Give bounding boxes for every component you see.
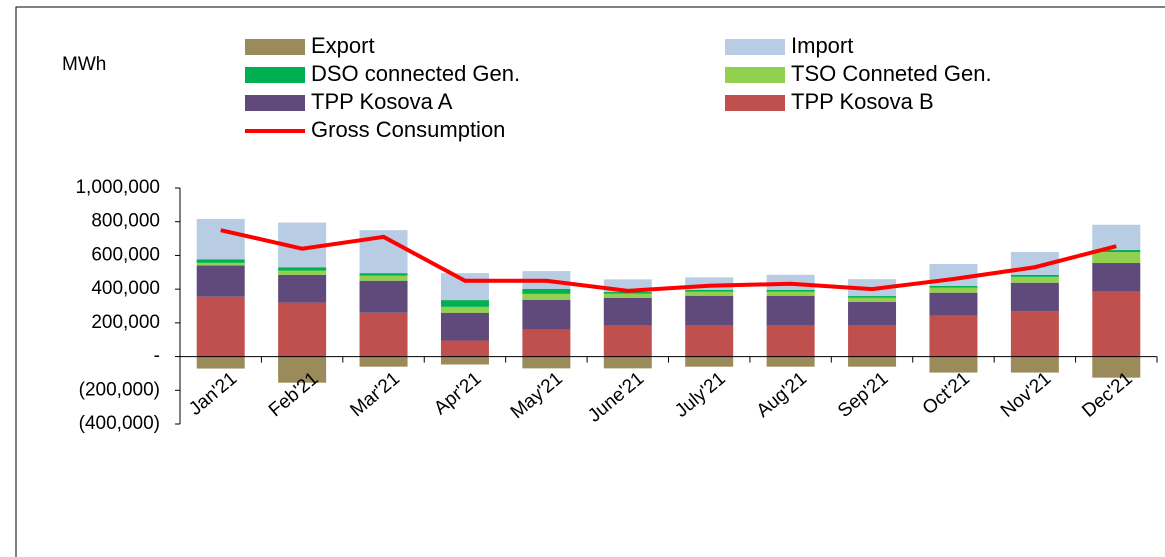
bar bbox=[603, 356, 652, 369]
legend-label: Gross Consumption bbox=[311, 117, 505, 142]
bar bbox=[522, 288, 571, 294]
bar bbox=[196, 296, 245, 357]
bar bbox=[929, 292, 978, 316]
bar bbox=[359, 356, 408, 367]
bar bbox=[603, 292, 652, 294]
bar bbox=[440, 300, 489, 307]
bar bbox=[196, 265, 245, 297]
bar bbox=[848, 356, 897, 367]
bar bbox=[603, 325, 652, 357]
legend-label: DSO connected Gen. bbox=[311, 61, 520, 86]
x-tick-label: May'21 bbox=[507, 368, 567, 423]
chart-border bbox=[15, 6, 1165, 557]
bar bbox=[278, 302, 327, 357]
bar bbox=[766, 356, 815, 367]
legend-label: TPP Kosova B bbox=[791, 89, 934, 114]
bar bbox=[685, 295, 734, 326]
bar bbox=[848, 301, 897, 326]
bar bbox=[1010, 311, 1059, 357]
bar bbox=[1092, 250, 1141, 253]
bar bbox=[766, 291, 815, 296]
bar bbox=[685, 325, 734, 357]
x-tick-label: Oct'21 bbox=[919, 368, 974, 419]
bar bbox=[440, 273, 489, 301]
bar bbox=[278, 274, 327, 303]
bar bbox=[848, 296, 897, 298]
bar bbox=[766, 295, 815, 326]
bar bbox=[1092, 291, 1141, 357]
x-tick-label: Apr'21 bbox=[430, 368, 485, 419]
bar bbox=[1092, 252, 1141, 264]
bar bbox=[603, 297, 652, 326]
legend-swatch bbox=[725, 95, 785, 111]
bar bbox=[766, 325, 815, 357]
y-tick-label: 200,000 bbox=[91, 312, 160, 333]
bar bbox=[929, 315, 978, 357]
y-tick-label: (200,000) bbox=[79, 379, 160, 400]
bar bbox=[359, 312, 408, 357]
y-axis-label: MWh bbox=[62, 54, 106, 75]
bar bbox=[196, 219, 245, 260]
legend-label: Import bbox=[791, 33, 853, 58]
bar bbox=[848, 297, 897, 302]
bar bbox=[440, 356, 489, 365]
x-tick-label: Aug'21 bbox=[753, 368, 811, 422]
bar bbox=[359, 273, 408, 276]
bar bbox=[196, 259, 245, 263]
bar bbox=[359, 280, 408, 313]
bar bbox=[1092, 224, 1141, 251]
legend-label: TSO Conneted Gen. bbox=[791, 61, 992, 86]
bar bbox=[440, 306, 489, 313]
x-tick-label: Nov'21 bbox=[997, 368, 1055, 422]
y-tick-label: 600,000 bbox=[91, 244, 160, 265]
x-tick-label: Sep'21 bbox=[834, 368, 892, 422]
bar bbox=[603, 293, 652, 298]
bar bbox=[685, 289, 734, 292]
bar bbox=[196, 262, 245, 266]
legend-label: Export bbox=[311, 33, 375, 58]
bar bbox=[278, 270, 327, 275]
bar bbox=[359, 275, 408, 281]
legend-swatch bbox=[725, 39, 785, 55]
y-tick-label: - bbox=[154, 346, 160, 367]
y-tick-label: 800,000 bbox=[91, 211, 160, 232]
x-tick-label: Jan'21 bbox=[185, 368, 241, 420]
y-tick-label: (400,000) bbox=[79, 413, 160, 434]
y-tick-label: 400,000 bbox=[91, 278, 160, 299]
bar bbox=[1092, 356, 1141, 378]
bar bbox=[929, 356, 978, 373]
x-tick-label: Mar'21 bbox=[346, 368, 404, 421]
bar bbox=[522, 293, 571, 300]
bar bbox=[1010, 274, 1059, 277]
bar bbox=[848, 325, 897, 357]
bar bbox=[1010, 282, 1059, 312]
bar bbox=[522, 299, 571, 330]
bar bbox=[929, 285, 978, 288]
y-tick-label: 1,000,000 bbox=[75, 177, 160, 198]
bar bbox=[685, 356, 734, 367]
legend-swatch bbox=[245, 95, 305, 111]
bar bbox=[766, 289, 815, 292]
line bbox=[220, 228, 1117, 293]
bar bbox=[522, 329, 571, 357]
bar bbox=[1010, 356, 1059, 373]
bar bbox=[440, 312, 489, 341]
bar bbox=[278, 356, 327, 383]
legend-swatch bbox=[245, 39, 305, 55]
bar bbox=[278, 267, 327, 271]
bar bbox=[196, 356, 245, 369]
x-tick-label: June'21 bbox=[584, 368, 648, 426]
bar bbox=[522, 356, 571, 369]
bar bbox=[1010, 276, 1059, 283]
bar bbox=[929, 287, 978, 293]
legend-swatch bbox=[245, 67, 305, 83]
bar bbox=[685, 291, 734, 296]
bar bbox=[440, 340, 489, 357]
x-tick-label: July'21 bbox=[671, 368, 729, 422]
bar bbox=[1092, 263, 1141, 292]
legend-label: TPP Kosova A bbox=[311, 89, 453, 114]
legend-swatch bbox=[725, 67, 785, 83]
